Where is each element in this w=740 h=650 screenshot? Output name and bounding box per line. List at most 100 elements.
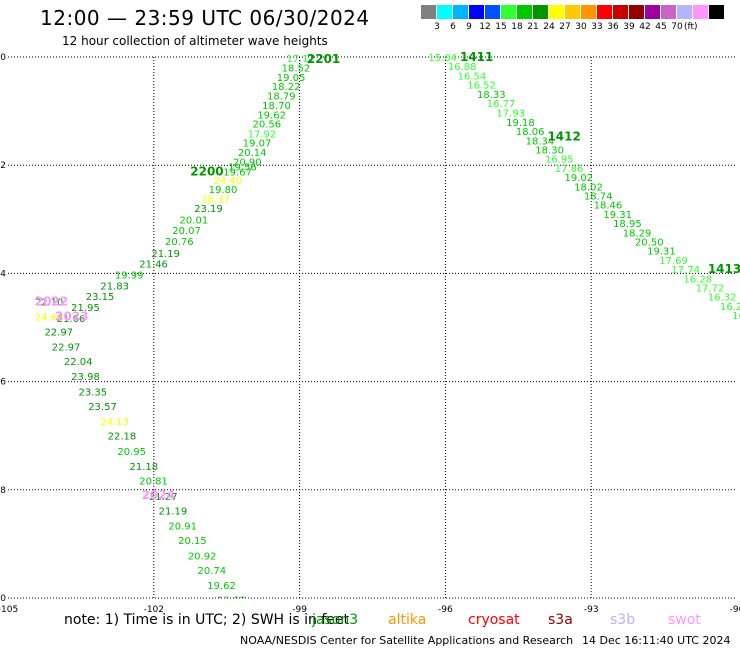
swh-label: 19.62 [207,581,236,592]
swh-label: 18.34 [526,136,555,147]
color-scale-label: 33 [591,22,603,32]
footer-credit: NOAA/NESDIS Center for Satellite Applica… [240,634,574,647]
swh-label: 16.77 [487,99,516,110]
y-tick-label: -56 [0,378,6,388]
color-scale-swatch [549,5,564,19]
track-label: 2023 [55,310,88,324]
swh-label: 22.97 [44,327,73,338]
x-tick-label: -90 [730,605,740,615]
swh-label: 21.83 [100,281,129,292]
swh-label: 19.02 [564,173,593,184]
x-tick-label: -105 [0,605,18,615]
swh-label: 21.19 [151,249,180,260]
swh-label: 20.74 [198,566,227,577]
track-label: 2024 [142,488,175,502]
legend-item-altika: altika [388,612,427,628]
swh-label: 23.15 [86,292,115,303]
color-scale-swatch [501,5,516,19]
swh-label: 18.46 [594,201,623,212]
color-scale-unit: (ft) [684,22,698,32]
swh-label: 17.69 [659,256,688,267]
swh-label: 21.27 [149,492,178,503]
color-scale-label: 21 [527,22,539,32]
swh-label: 16.25 [720,302,740,313]
swh-label: 20.14 [238,148,267,159]
swh-label: 18.52 [282,63,311,74]
swh-label: 18.29 [623,228,652,239]
color-scale-swatch [437,5,452,19]
swh-label: 19.80 [209,185,238,196]
page-title: 12:00 — 23:59 UTC 06/30/2024 [40,6,370,30]
color-scale-swatch [421,5,436,19]
swh-label: 19.05 [277,73,306,84]
swh-label: 22.10 [35,298,64,309]
track-label: 1412 [547,129,580,143]
swh-label: 26.37 [201,195,230,206]
track-label: 1411 [460,50,493,64]
track-label: 2201 [307,52,340,66]
color-scale-label: 12 [479,22,491,32]
color-scale-swatch [517,5,532,19]
x-tick-label: -93 [584,605,599,615]
swh-label: 23.19 [194,204,223,215]
swh-label: 24.68 [35,313,64,324]
track-label: 2200 [190,165,223,179]
swh-label: 20.07 [172,226,201,237]
legend-item-swot: swot [668,612,701,628]
swh-label: 16.28 [684,274,713,285]
swh-label: 18.02 [574,182,603,193]
swh-label: 21.18 [130,462,159,473]
swh-label: 19.62 [257,110,286,121]
color-scale-swatch [661,5,676,19]
color-scale-swatch [645,5,660,19]
track-label: 2022 [35,294,68,308]
swh-label: 16.95 [545,155,574,166]
swh-label: 17.17 [286,54,315,65]
color-scale-label: 45 [655,22,667,32]
swh-label: 19.31 [647,247,676,258]
color-scale-label: 39 [623,22,635,32]
swh-label: 18.30 [535,146,564,157]
swh-label: 20.56 [252,120,281,131]
swh-label: 18.33 [477,90,506,101]
color-scale-swatch [693,5,708,19]
swh-label: 17.72 [696,283,725,294]
color-scale-label: 3 [434,22,440,32]
color-scale-label: 30 [575,22,587,32]
swh-label: 15.04 [428,53,457,64]
swh-label: 18.06 [516,127,545,138]
swh-label: 19.07 [243,138,272,149]
swh-label: 20.81 [139,477,168,488]
swh-label: 20.01 [180,215,209,226]
color-scale-label: 70 [671,22,683,32]
swh-label: 21.66 [57,314,86,325]
color-scale-label: 36 [607,22,619,32]
swh-label: 19.68 [217,596,246,607]
y-tick-label: -52 [0,161,6,171]
swh-label: 22.97 [52,342,81,353]
x-tick-label: -102 [144,605,164,615]
swh-label: 17.93 [496,109,525,120]
swh-label: 17.74 [671,265,700,276]
swh-label: 23.98 [71,372,100,383]
swh-label: 18.70 [262,101,291,112]
color-scale-label: 9 [466,22,472,32]
swh-label: 24.40 [214,176,243,187]
swh-label: 19.31 [603,210,632,221]
swh-label: 17.92 [248,129,277,140]
legend-note: note: 1) Time is in UTC; 2) SWH is in fe… [64,612,350,628]
swh-label: 21.95 [71,303,100,314]
swh-label: 16.12 [732,311,740,322]
swh-label: 16.54 [458,71,487,82]
swh-label: 20.92 [188,551,217,562]
color-scale-swatch [677,5,692,19]
y-tick-label: -54 [0,269,6,279]
legend-item-s3a: s3a [548,612,573,628]
swh-label: 21.19 [159,506,188,517]
color-scale-swatch [613,5,628,19]
swh-label: 16.32 [708,293,737,304]
swh-label: 19.18 [506,118,535,129]
swh-label: 18.95 [613,219,642,230]
y-tick-label: -50 [0,53,6,63]
swh-label: 18.22 [272,82,301,93]
